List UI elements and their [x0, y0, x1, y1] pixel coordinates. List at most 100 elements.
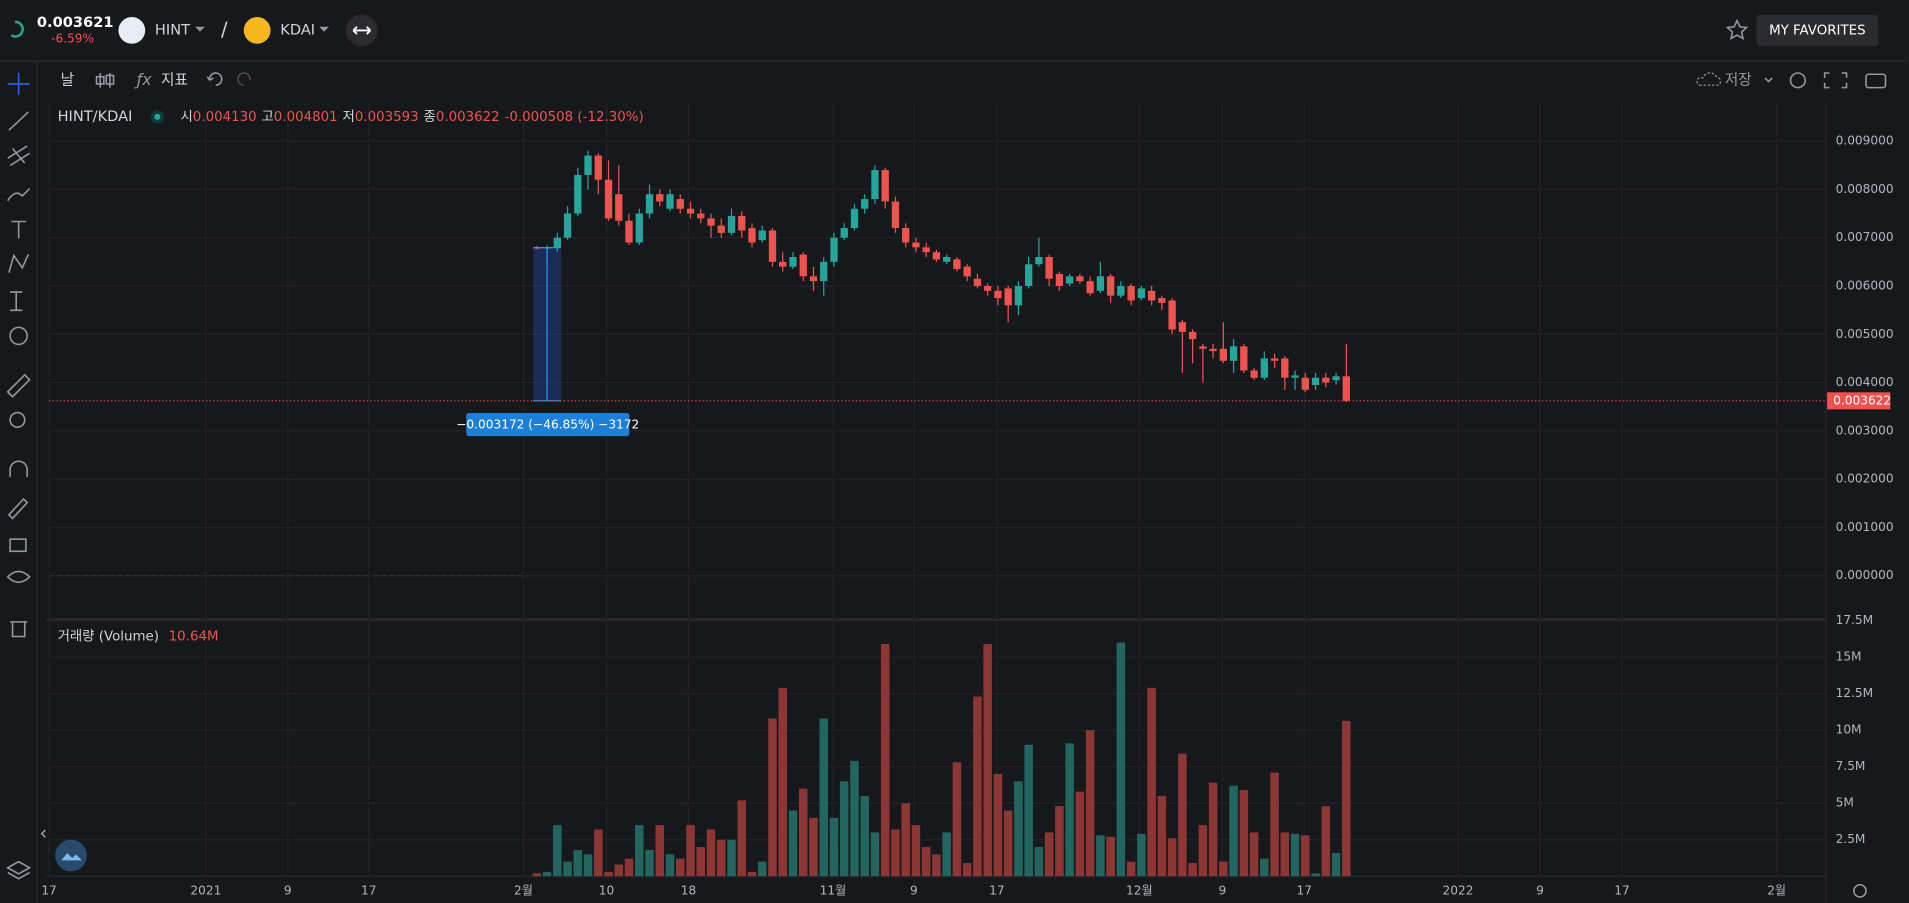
- favorites-button[interactable]: [1756, 14, 1879, 47]
- collapse-toolbar[interactable]: [40, 829, 46, 838]
- logo-button[interactable]: [55, 839, 87, 872]
- volume-bar: [645, 849, 654, 877]
- quote-token[interactable]: KDAI: [280, 21, 315, 38]
- volume-bar: [1055, 806, 1064, 877]
- volume-bar: [860, 795, 869, 877]
- volume-bar: [829, 817, 839, 877]
- x-tick-label: 17: [41, 883, 56, 897]
- delete-tool[interactable]: [10, 621, 28, 638]
- base-token-icon[interactable]: [118, 17, 146, 44]
- fullscreen-button[interactable]: [1823, 72, 1848, 89]
- x-tick-label: 17: [1297, 883, 1312, 897]
- volume-bar: [1290, 833, 1300, 877]
- candle-body: [973, 278, 982, 286]
- zoom-tool[interactable]: [9, 411, 26, 428]
- candle-body: [789, 257, 797, 267]
- x-tick-label: 2022: [1443, 883, 1474, 897]
- drawing-toolbar: [6, 73, 46, 880]
- candle-body: [1178, 322, 1187, 332]
- volume-bar: [880, 644, 890, 877]
- favorites-label[interactable]: MY FAVORITES: [1769, 23, 1866, 38]
- candle-body: [830, 237, 838, 262]
- volume-bar: [1116, 642, 1126, 877]
- candle-body: [656, 194, 664, 202]
- candle-body: [604, 179, 613, 219]
- candle-body: [1209, 348, 1217, 352]
- candle-body: [1147, 290, 1156, 301]
- volume-bar: [1106, 836, 1115, 877]
- y-tick-label: 0.006000: [1836, 278, 1894, 292]
- candle-body: [727, 215, 736, 233]
- fib-tool[interactable]: [7, 145, 31, 167]
- symbol-title: HINT/KDAI: [58, 108, 133, 125]
- settings-button[interactable]: [1789, 72, 1806, 89]
- x-tick-label: 11월: [820, 883, 847, 897]
- brush-tool[interactable]: [7, 188, 31, 202]
- status-dot: [150, 110, 165, 124]
- candle-body: [615, 194, 623, 221]
- magnet-tool[interactable]: [9, 460, 28, 478]
- volume-bar: [1219, 861, 1228, 877]
- save-button[interactable]: 저장: [1725, 71, 1752, 88]
- volume-bar: [891, 829, 900, 877]
- redo[interactable]: [237, 72, 251, 86]
- volume-bar: [696, 847, 706, 877]
- snapshot-button[interactable]: [1865, 73, 1887, 89]
- hide-tool[interactable]: [6, 570, 31, 584]
- interval-button[interactable]: 날: [61, 71, 74, 88]
- candle-body: [707, 218, 715, 226]
- base-token[interactable]: HINT: [155, 21, 190, 38]
- volume-bar: [563, 861, 572, 877]
- text-tool[interactable]: [11, 220, 26, 239]
- volume-bar: [727, 839, 736, 877]
- object-tree[interactable]: [6, 860, 32, 880]
- candle-body: [1229, 346, 1238, 361]
- undo[interactable]: [206, 72, 223, 86]
- volume-bar: [973, 696, 982, 877]
- candle-body: [963, 266, 971, 277]
- x-tick-label: 9: [1218, 883, 1226, 897]
- candle-body: [686, 208, 695, 214]
- stay-drawing-tool[interactable]: [7, 497, 29, 520]
- candle-body: [645, 194, 654, 214]
- volume-bar: [614, 864, 624, 877]
- favorite-star[interactable]: [1725, 18, 1749, 40]
- candle-body: [994, 290, 1002, 299]
- line-tool[interactable]: [8, 111, 29, 131]
- emoji-tool[interactable]: [9, 326, 28, 346]
- volume-bar: [573, 849, 583, 877]
- volume-bar: [962, 863, 972, 877]
- pattern-tool[interactable]: [8, 253, 30, 273]
- x-tick-label: 9: [1536, 883, 1544, 897]
- lock-tool[interactable]: [9, 538, 27, 553]
- y-tick-label: 0.009000: [1836, 134, 1894, 148]
- candle-body: [1342, 376, 1350, 401]
- chart-type-icon[interactable]: [95, 73, 115, 88]
- volume-bar: [993, 774, 1003, 877]
- y-tick-label: 0.004000: [1836, 375, 1894, 389]
- save-caret: [1764, 77, 1773, 83]
- quote-token-icon[interactable]: [243, 17, 271, 44]
- volume-bar: [1249, 832, 1259, 877]
- ruler-tool[interactable]: [6, 373, 31, 398]
- x-tick-label: 10: [599, 883, 614, 897]
- crosshair-tool[interactable]: [7, 73, 30, 95]
- volume-bar: [665, 854, 675, 877]
- dropdown-caret: [319, 26, 329, 32]
- prediction-tool[interactable]: [10, 291, 23, 312]
- y-tick-label: 0.002000: [1836, 472, 1894, 486]
- candle-body: [1322, 377, 1330, 383]
- last-price-box: [1827, 392, 1891, 410]
- volume-bar: [1178, 753, 1187, 877]
- axis-settings[interactable]: [1853, 883, 1867, 898]
- volume-bar: [583, 854, 593, 877]
- indicators-button[interactable]: 지표: [161, 71, 188, 88]
- candle-body: [922, 247, 930, 253]
- candle-body: [594, 155, 602, 180]
- x-tick-label: 9: [910, 883, 918, 897]
- cloud-icon: [1696, 72, 1722, 86]
- candle-body: [1158, 298, 1166, 303]
- candle-body: [625, 220, 633, 243]
- volume-bar: [1342, 720, 1351, 877]
